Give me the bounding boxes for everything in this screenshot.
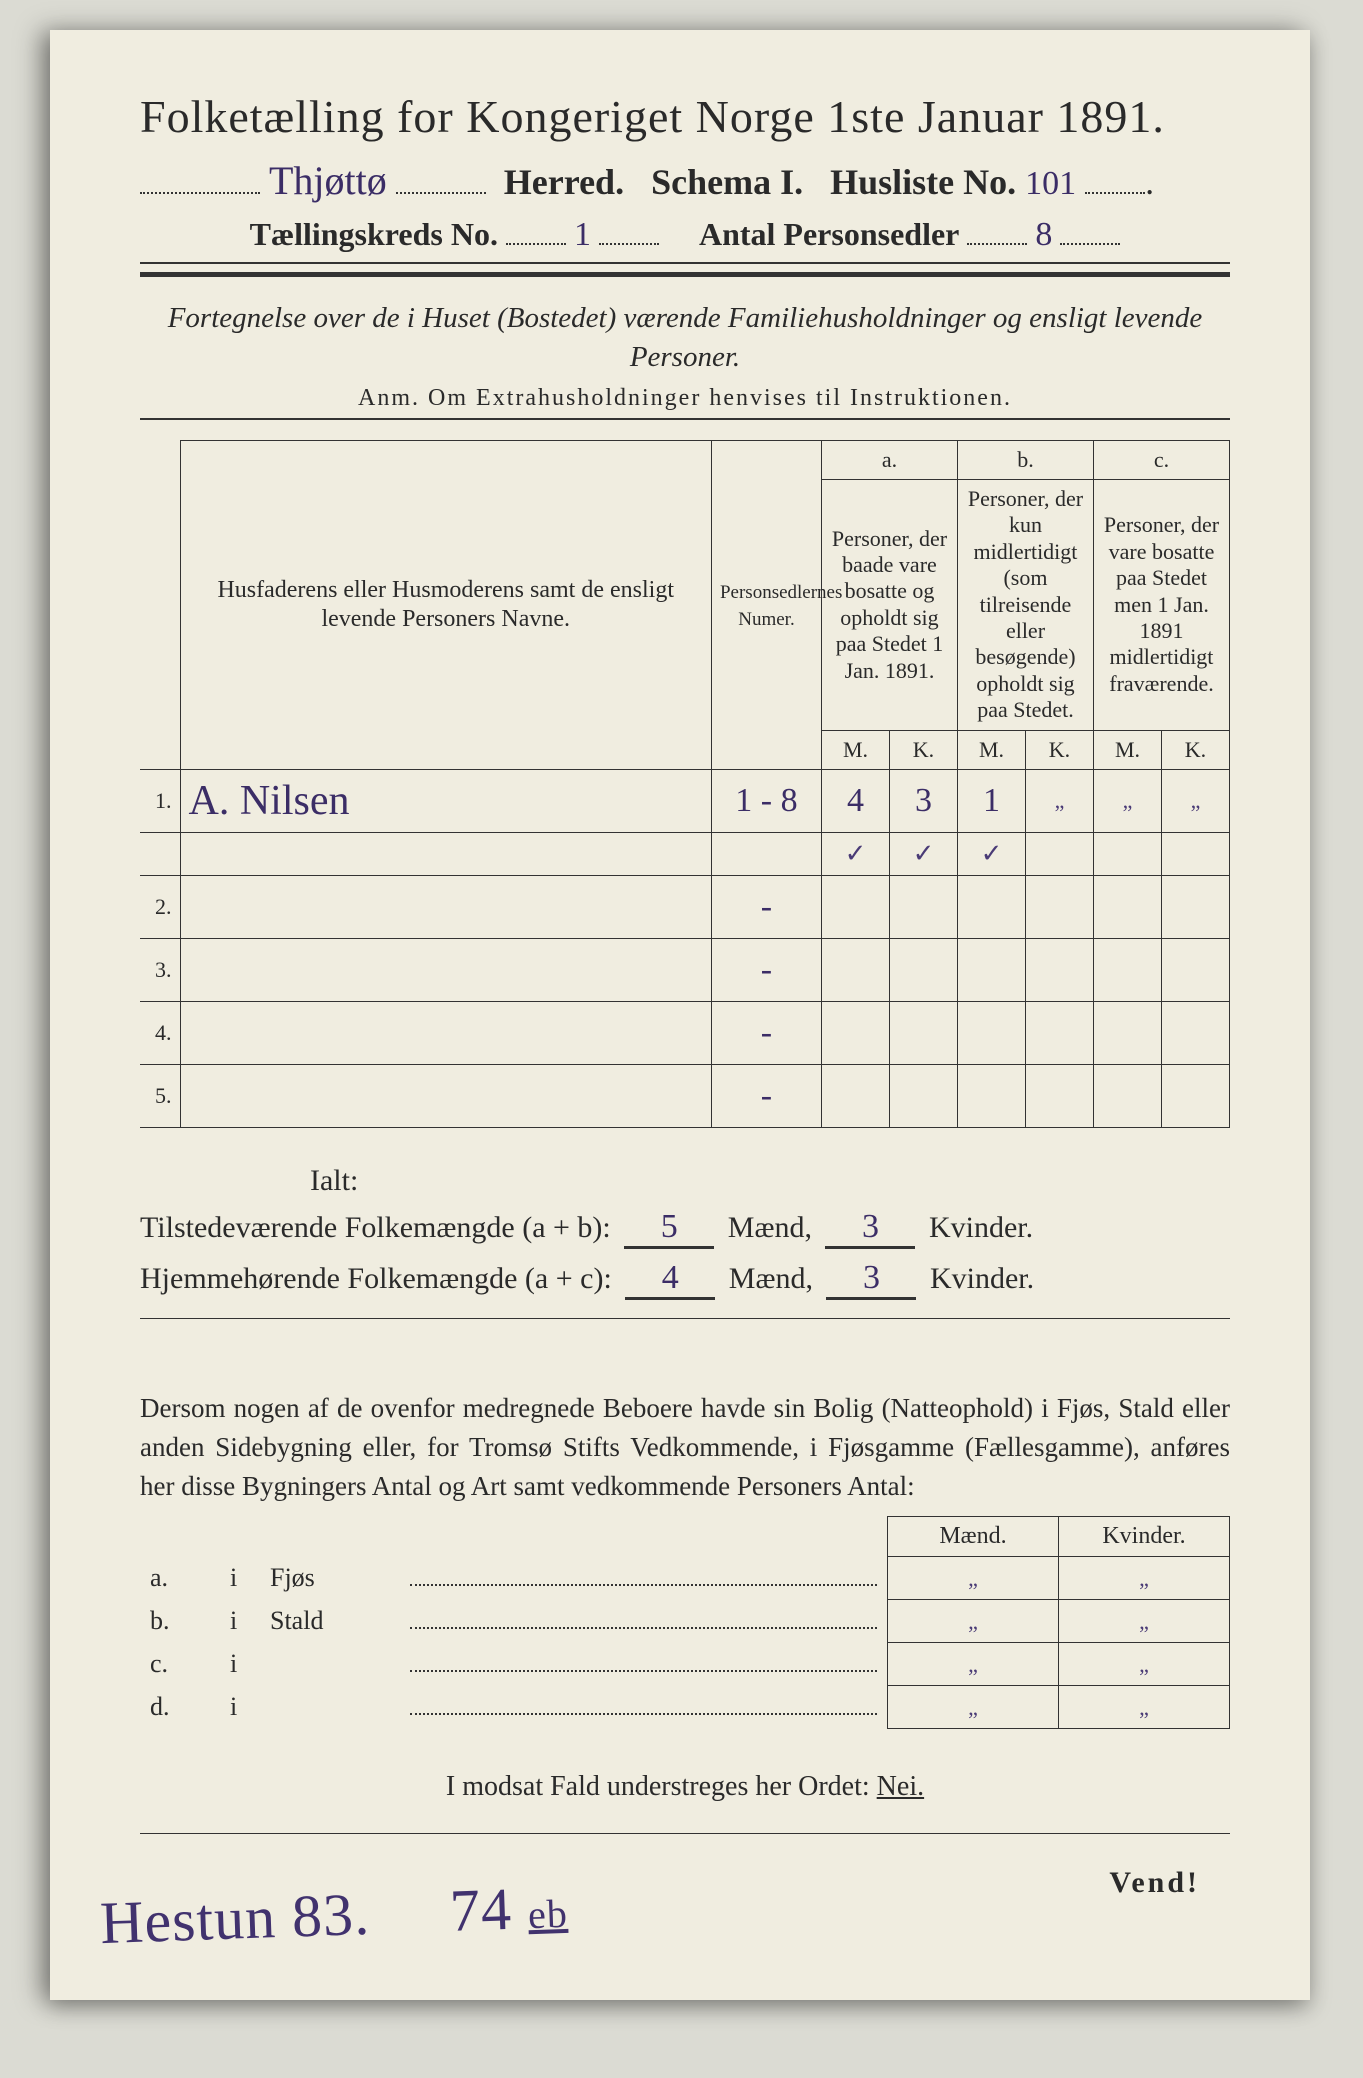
kreds-label: Tællingskreds No. (250, 216, 498, 252)
ialt-label: Ialt: (310, 1164, 1230, 1198)
checkmark-row: ✓✓✓ (140, 832, 1230, 875)
col-a-k: K. (889, 730, 957, 769)
anm-text: Anm. Om Extrahusholdninger henvises til … (140, 385, 1230, 412)
col-c-label: c. (1093, 441, 1229, 480)
col-a-label: a. (821, 441, 957, 480)
vend-label: Vend! (1109, 1866, 1200, 1900)
col-c-m: M. (1093, 730, 1161, 769)
col-a-desc: Personer, der baade vare bosatte og opho… (821, 480, 957, 731)
col-name: Husfaderens eller Husmoderens samt de en… (180, 441, 711, 770)
col-c-k: K. (1161, 730, 1229, 769)
hjemme-label: Hjemmehørende Folkemængde (a + c): (140, 1262, 612, 1296)
sedler-value: 8 (1035, 216, 1052, 254)
nei-word: Nei. (877, 1771, 924, 1802)
husliste-value: 101 (1025, 165, 1076, 203)
tilstede-label: Tilstedeværende Folkemængde (a + b): (140, 1211, 611, 1245)
maend-label-2: Mænd, (729, 1262, 813, 1295)
table-row: 4.- (140, 1001, 1230, 1064)
husliste-label: Husliste No. (830, 162, 1016, 202)
table-row: 1.A. Nilsen1 - 8431„„„ (140, 769, 1230, 832)
kreds-value: 1 (574, 216, 591, 254)
maend-label: Mænd, (728, 1211, 812, 1244)
census-form-page: Folketælling for Kongeriget Norge 1ste J… (50, 30, 1310, 2000)
col-a-m: M. (821, 730, 889, 769)
col-b-desc: Personer, der kun midlertidigt (som tilr… (957, 480, 1093, 731)
sidebygning-row: c.i„„ (140, 1643, 1230, 1686)
household-table: Husfaderens eller Husmoderens samt de en… (140, 440, 1230, 1128)
header-rule (140, 262, 1230, 277)
herred-label: Herred. (504, 162, 624, 202)
hjemme-k: 3 (863, 1259, 880, 1297)
kreds-line: Tællingskreds No. 1 Antal Personsedler 8 (140, 214, 1230, 254)
col-c-desc: Personer, der vare bosatte paa Stedet me… (1093, 480, 1229, 731)
hjemme-m: 4 (662, 1259, 679, 1297)
sidebygning-paragraph: Dersom nogen af de ovenfor medregnede Be… (140, 1389, 1230, 1506)
sedler-label: Antal Personsedler (699, 216, 959, 252)
kvinder-label-2: Kvinder. (930, 1262, 1034, 1295)
col-ps: Personsedlernes Numer. (711, 441, 821, 770)
col-b-label: b. (957, 441, 1093, 480)
small-kvinder: Kvinder. (1059, 1517, 1230, 1557)
sidebygning-row: b.iStald„„ (140, 1600, 1230, 1643)
col-b-k: K. (1025, 730, 1093, 769)
small-maend: Mænd. (888, 1517, 1059, 1557)
sidebygning-table: Mænd. Kvinder. a.iFjøs„„b.iStald„„c.i„„d… (140, 1516, 1230, 1729)
table-row: 5.- (140, 1064, 1230, 1127)
tilstede-m: 5 (661, 1208, 678, 1246)
page-title: Folketælling for Kongeriget Norge 1ste J… (140, 90, 1230, 143)
tilstede-k: 3 (862, 1208, 879, 1246)
totals-block: Ialt: Tilstedeværende Folkemængde (a + b… (140, 1164, 1230, 1319)
nei-line: I modsat Fald understreges her Ordet: Ne… (140, 1771, 1230, 1803)
fortegnelse-text: Fortegnelse over de i Huset (Bostedet) v… (150, 299, 1220, 377)
col-b-m: M. (957, 730, 1025, 769)
kvinder-label: Kvinder. (929, 1211, 1033, 1244)
sidebygning-row: a.iFjøs„„ (140, 1557, 1230, 1600)
herred-line: Thjøttø Herred. Schema I. Husliste No. 1… (140, 157, 1230, 204)
table-row: 3.- (140, 938, 1230, 1001)
table-row: 2.- (140, 875, 1230, 938)
schema-label: Schema I. (651, 162, 803, 202)
sidebygning-row: d.i„„ (140, 1686, 1230, 1729)
herred-value: Thjøttø (269, 157, 387, 204)
bottom-handwritten-note: Hestun 83. 74 eb (99, 1873, 569, 1958)
